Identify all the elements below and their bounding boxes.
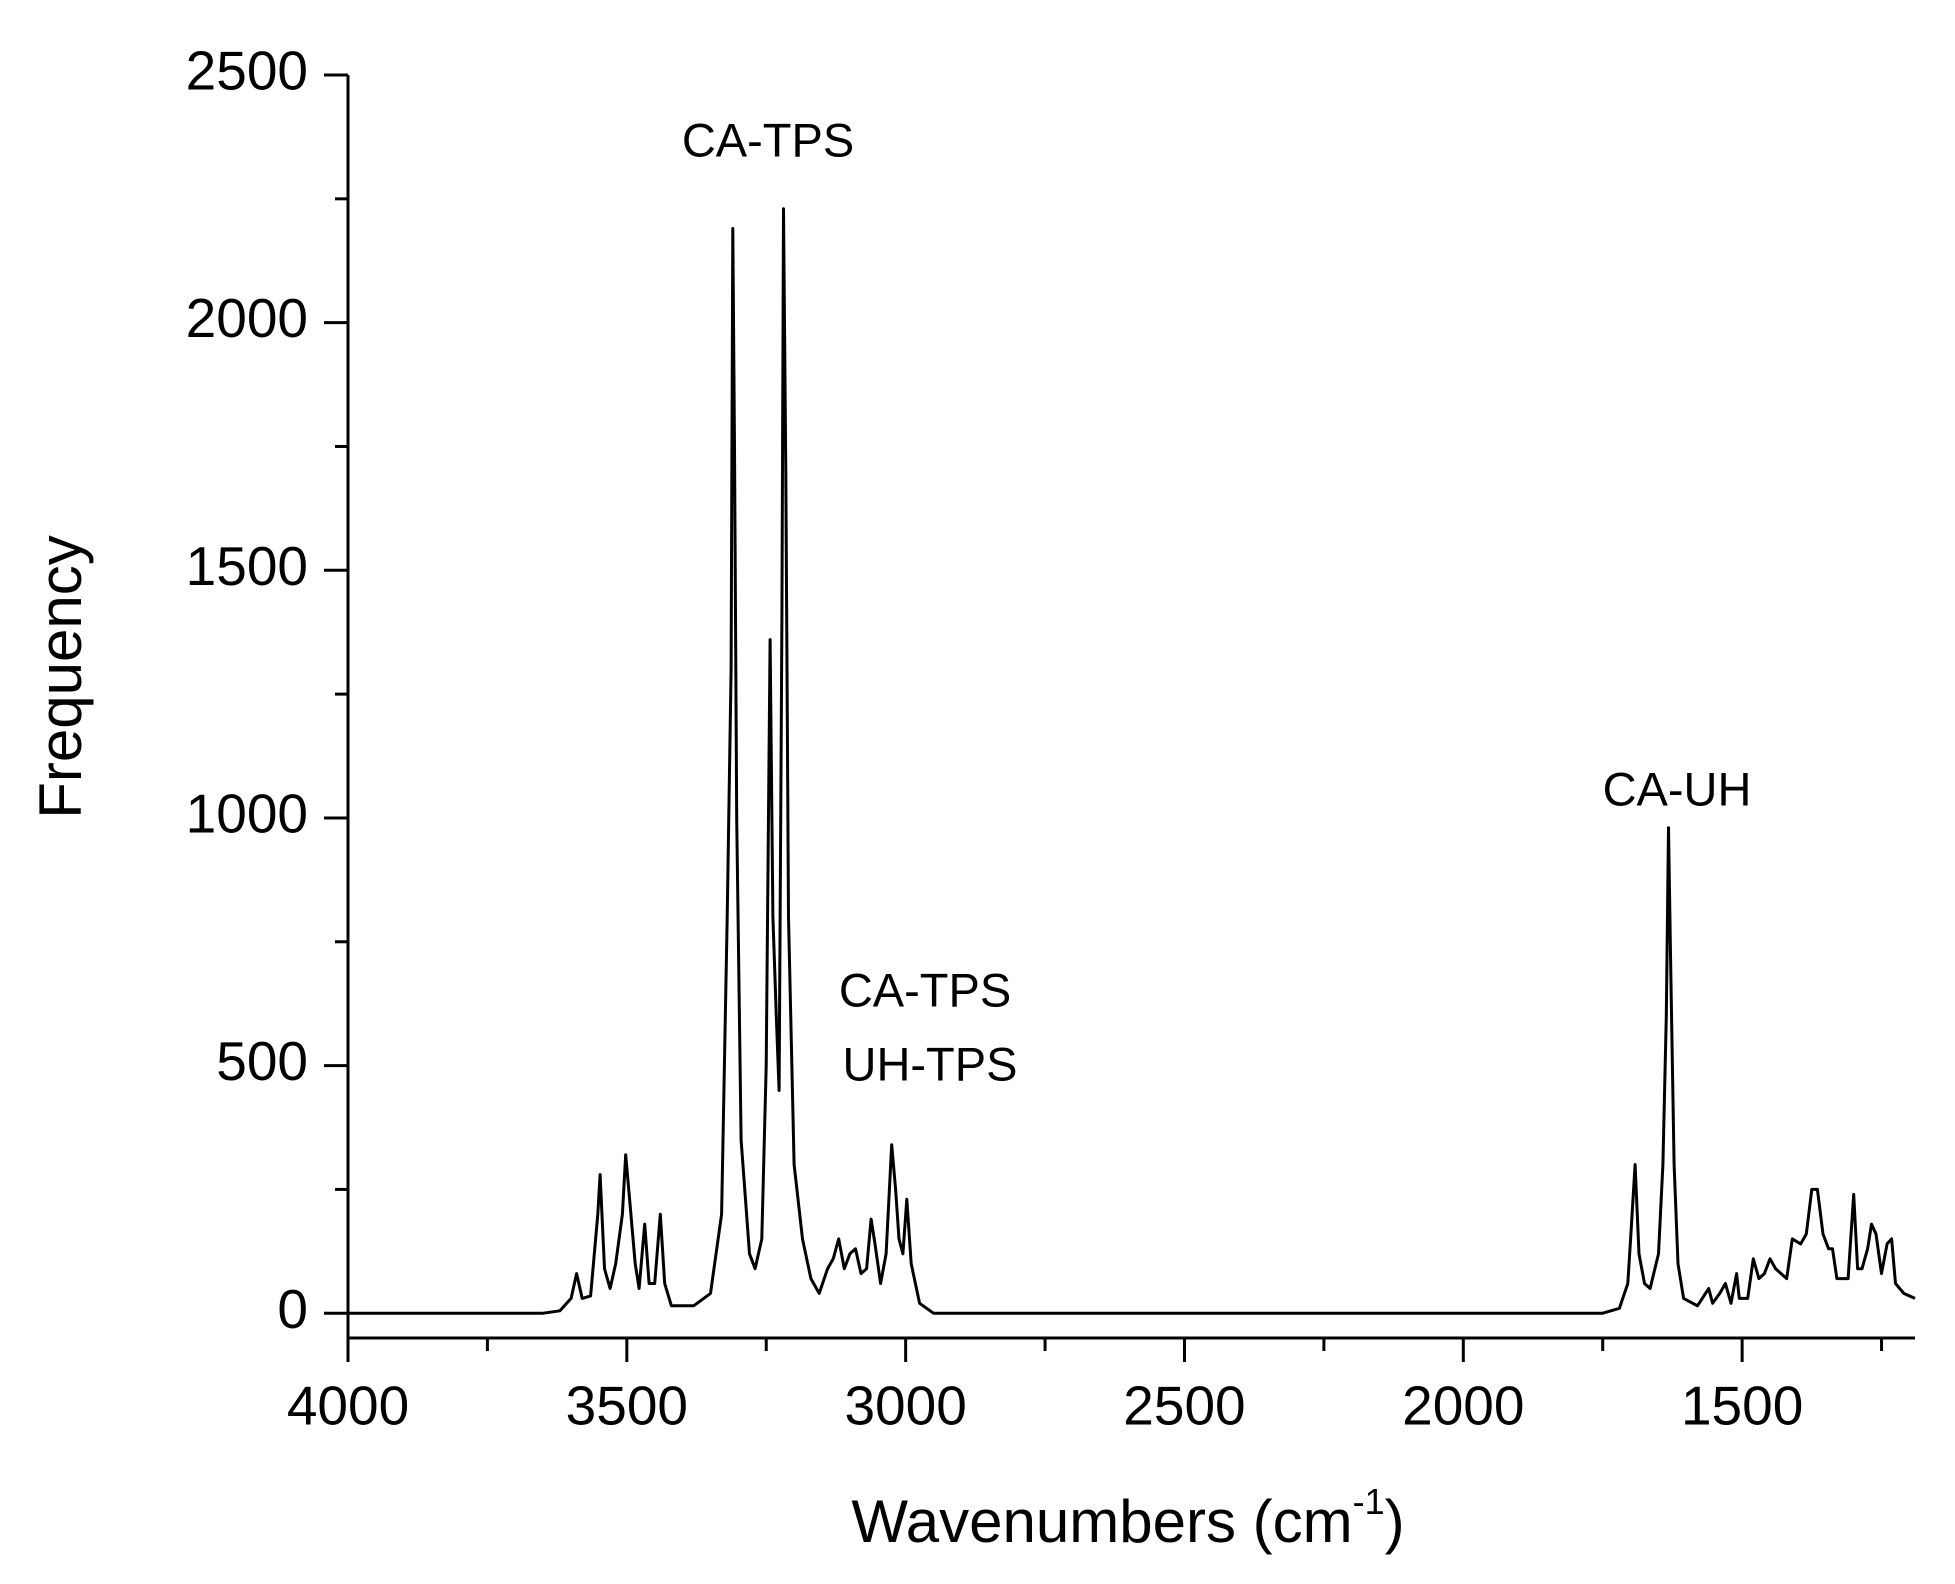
x-label-superscript: -1 (1353, 1481, 1385, 1522)
annotation: CA-TPS (839, 963, 1011, 1016)
x-tick-label: 2500 (1123, 1375, 1245, 1437)
y-tick-label: 0 (277, 1278, 308, 1340)
y-tick-label: 2500 (186, 40, 308, 102)
x-tick-label: 3000 (844, 1375, 966, 1437)
x-label-text: Wavenumbers (cm (851, 1488, 1352, 1555)
y-tick-label: 1500 (186, 535, 308, 597)
x-tick-label: 3500 (566, 1375, 688, 1437)
annotation: CA-UH (1603, 762, 1752, 815)
x-tick-label: 2000 (1402, 1375, 1524, 1437)
y-tick-label: 2000 (186, 287, 308, 349)
spectrum-line (348, 207, 1916, 1315)
annotation: CA-TPS (682, 113, 854, 166)
y-tick-label: 1000 (186, 782, 308, 844)
x-tick-label: 4000 (287, 1375, 409, 1437)
y-axis-label: Frequency (27, 535, 94, 818)
x-label-suffix: ) (1385, 1488, 1405, 1555)
x-axis-label: Wavenumbers (cm-1) (851, 1481, 1404, 1555)
annotation: UH-TPS (843, 1037, 1018, 1090)
y-tick-label: 500 (216, 1030, 308, 1092)
x-tick-label: 1500 (1681, 1375, 1803, 1437)
